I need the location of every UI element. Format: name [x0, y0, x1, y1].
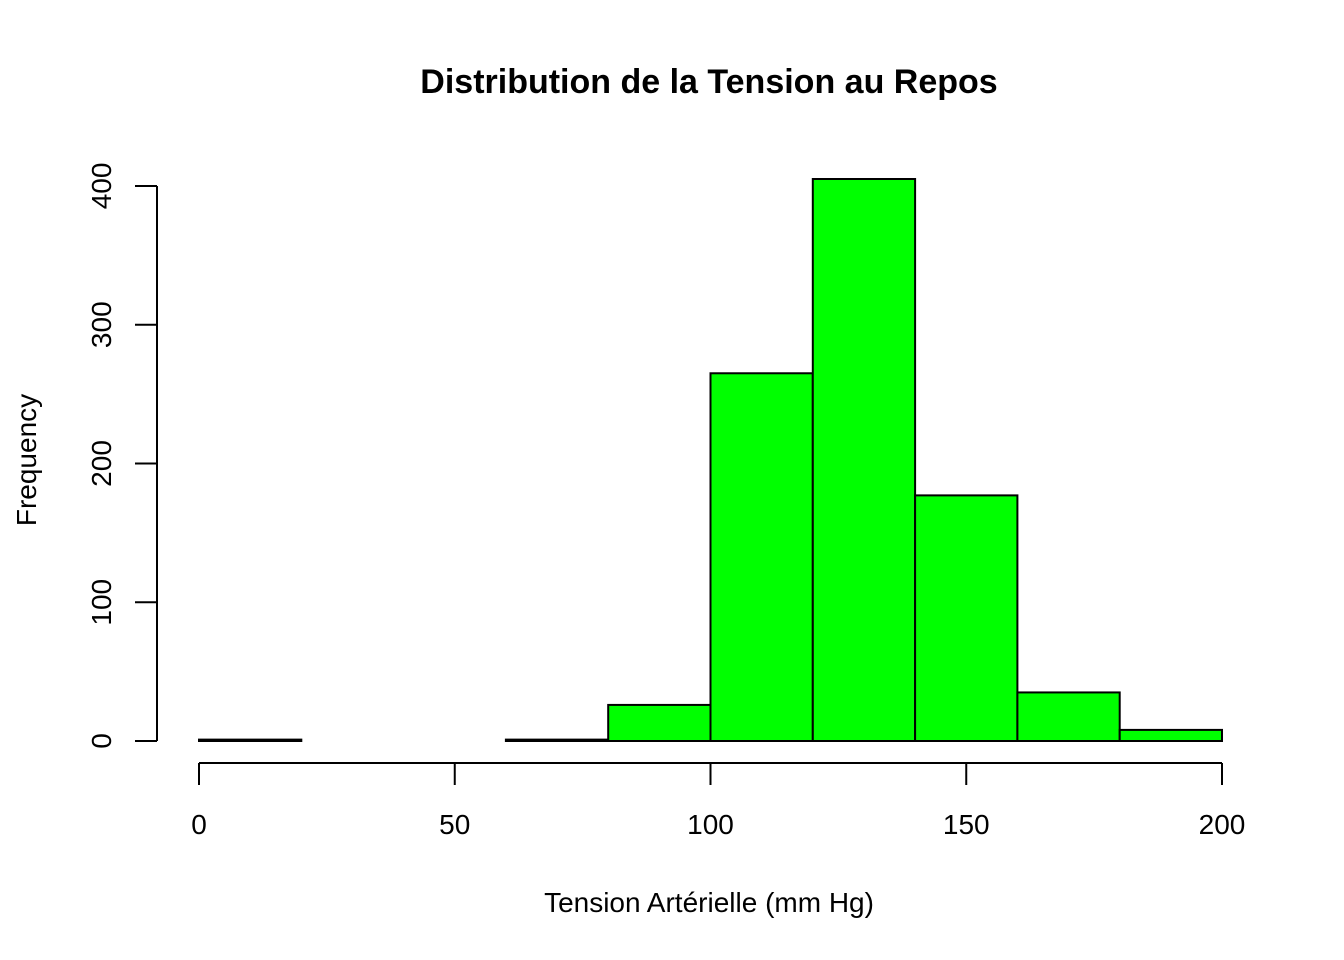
y-tick-label: 400 [86, 163, 117, 210]
y-tick-label: 300 [86, 301, 117, 348]
x-axis: 0 50 100 150 200 [191, 762, 1246, 840]
histogram-bar-7 [914, 494, 1019, 743]
histogram-bar-4 [607, 703, 712, 742]
chart-title: Distribution de la Tension au Repos [420, 63, 997, 101]
x-tick-label: 50 [439, 809, 470, 840]
y-tick-label: 200 [86, 440, 117, 487]
histogram-bar-0 [198, 738, 303, 743]
histogram-bar-5 [709, 372, 814, 742]
x-tick-label: 200 [1199, 809, 1246, 840]
histogram-bar-6 [811, 178, 917, 742]
histogram-bar-8 [1016, 691, 1121, 743]
y-tick-label: 100 [86, 579, 117, 626]
y-axis: 0 100 200 300 400 [86, 163, 158, 749]
y-tick-label: 0 [86, 733, 117, 749]
x-axis-label: Tension Artérielle (mm Hg) [544, 887, 874, 918]
histogram-bar-9 [1118, 728, 1223, 742]
x-tick-label: 0 [191, 809, 207, 840]
x-tick-label: 100 [687, 809, 734, 840]
x-tick-label: 150 [943, 809, 990, 840]
histogram-bar-3 [504, 738, 610, 743]
bars-group [198, 178, 1223, 743]
y-axis-label: Frequency [11, 394, 42, 526]
